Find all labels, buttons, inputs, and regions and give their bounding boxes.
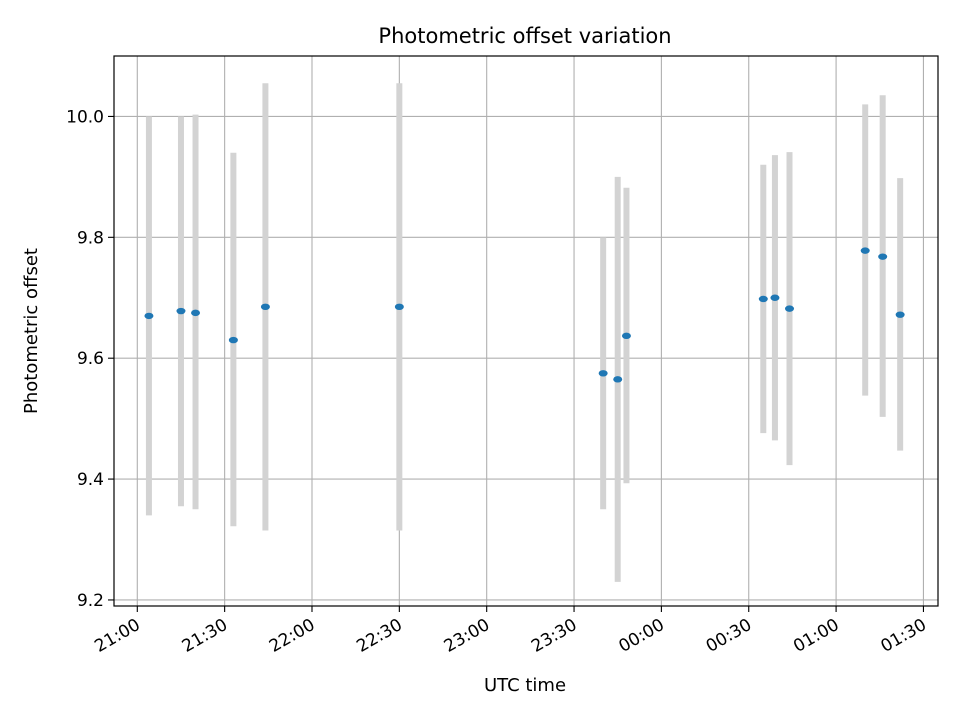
x-tick-label: 21:00 bbox=[91, 615, 143, 657]
data-point bbox=[895, 311, 905, 318]
y-axis-title: Photometric offset bbox=[21, 248, 42, 414]
point-layer bbox=[144, 247, 905, 383]
x-axis-title: UTC time bbox=[484, 675, 566, 696]
data-point bbox=[621, 332, 631, 340]
data-point bbox=[758, 295, 768, 303]
data-point bbox=[144, 312, 154, 320]
grid-layer bbox=[114, 56, 938, 606]
data-point bbox=[860, 247, 870, 254]
x-tick-label: 00:30 bbox=[703, 615, 755, 657]
x-tick-label: 01:30 bbox=[878, 615, 930, 657]
data-point bbox=[613, 376, 623, 383]
y-tick-label: 9.4 bbox=[77, 470, 104, 490]
y-tick-label: 9.2 bbox=[77, 591, 104, 611]
data-point bbox=[785, 305, 795, 312]
x-tick-label: 23:30 bbox=[528, 615, 580, 657]
data-point bbox=[878, 253, 888, 260]
x-tick-label: 22:00 bbox=[266, 615, 318, 657]
y-tick-label: 10.0 bbox=[66, 107, 104, 127]
data-point bbox=[191, 309, 201, 317]
chart-title: Photometric offset variation bbox=[378, 24, 671, 48]
y-tick-label: 9.8 bbox=[77, 228, 104, 248]
plot-frame bbox=[113, 55, 939, 607]
data-point bbox=[260, 303, 270, 311]
x-tick-label: 00:00 bbox=[615, 615, 667, 657]
errorbar-layer bbox=[145, 83, 904, 582]
x-tick-label: 01:00 bbox=[790, 615, 842, 657]
data-point bbox=[598, 370, 608, 377]
data-point bbox=[176, 307, 186, 315]
y-tick-label: 9.6 bbox=[77, 349, 104, 369]
data-point bbox=[770, 294, 780, 301]
x-tick-label: 21:30 bbox=[179, 615, 231, 657]
x-tick-label: 22:30 bbox=[353, 615, 405, 657]
data-point bbox=[228, 336, 238, 344]
x-tick-label: 23:00 bbox=[441, 615, 493, 657]
data-point bbox=[394, 303, 404, 311]
